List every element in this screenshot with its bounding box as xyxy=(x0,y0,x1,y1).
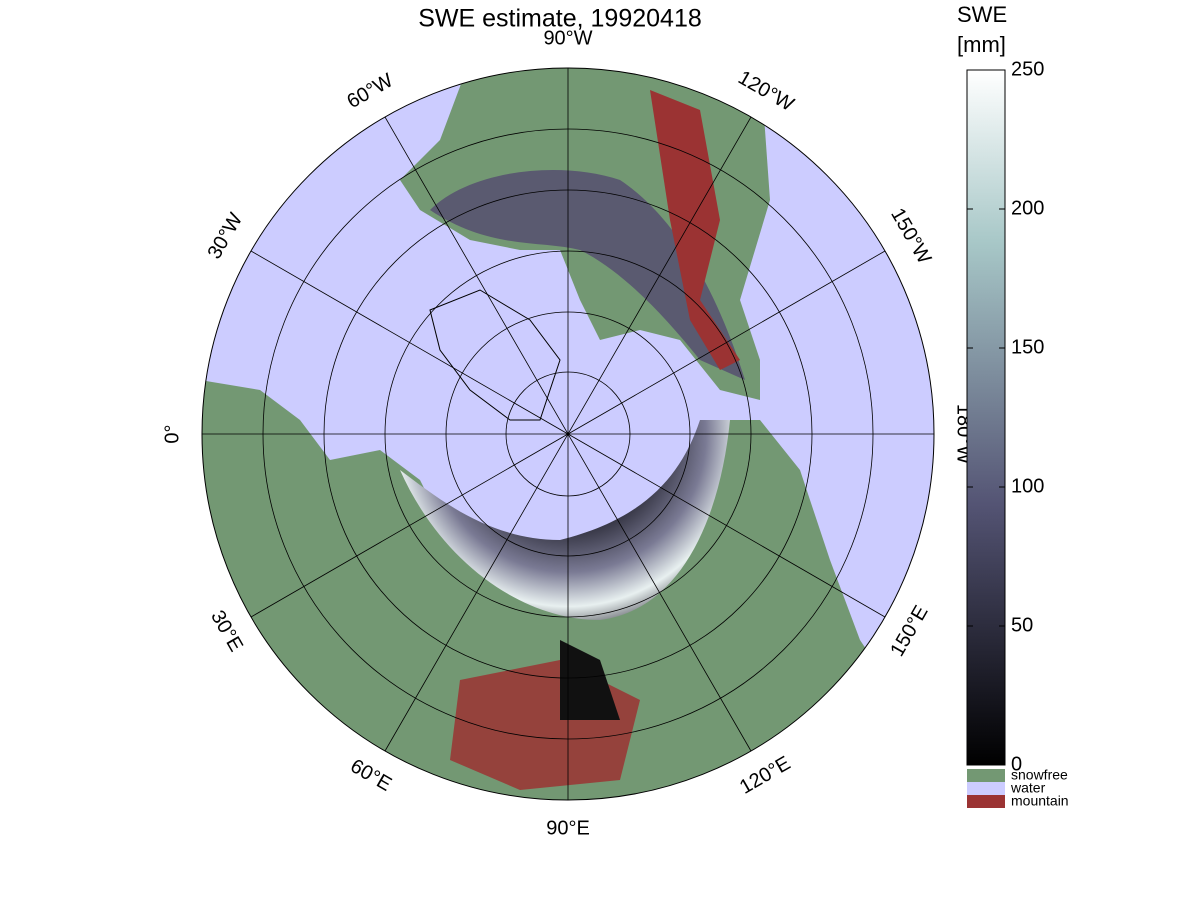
snow-eurasia xyxy=(400,420,730,620)
longitude-label: 150°W xyxy=(886,205,935,268)
colorbar xyxy=(966,69,1006,766)
longitude-label: 90°E xyxy=(546,817,590,839)
colorbar-tick-label: 50 xyxy=(1011,614,1033,636)
longitude-label: 120°E xyxy=(736,752,794,798)
title: SWE estimate, 19920418 xyxy=(418,5,702,33)
colorbar-axis: 0 50 100 150 200 250 xyxy=(967,58,1044,775)
legend-swatch xyxy=(967,769,1005,782)
longitude-label: 120°W xyxy=(734,67,797,116)
colorbar-title: SWE xyxy=(957,2,1007,27)
graticule xyxy=(202,68,934,800)
legend-label: water xyxy=(1010,780,1046,796)
colorbar-tick-label: 100 xyxy=(1011,475,1044,497)
colorbar-unit: [mm] xyxy=(957,32,1006,57)
snow-north-america xyxy=(430,170,745,380)
legend-swatch xyxy=(967,795,1005,808)
colorbar-tick-label: 200 xyxy=(1011,197,1044,219)
legend-swatch xyxy=(967,782,1005,795)
colorbar-tick-label: 0 xyxy=(1011,753,1022,775)
colorbar-tick-label: 150 xyxy=(1011,336,1044,358)
legend-label: mountain xyxy=(1011,793,1069,809)
longitude-label: 150°E xyxy=(886,602,932,660)
legend-label: snowfree xyxy=(1011,767,1068,783)
longitude-label: 30°W xyxy=(203,209,247,263)
longitude-label: 0° xyxy=(161,424,183,443)
map xyxy=(202,68,934,800)
longitude-label: 30°E xyxy=(206,607,247,656)
map-border xyxy=(201,67,935,801)
colorbar-tick-label: 250 xyxy=(1011,58,1044,80)
longitude-label: 60°W xyxy=(343,69,397,113)
longitude-label: 60°E xyxy=(346,755,395,796)
longitude-label: 90°W xyxy=(543,27,592,49)
rockies xyxy=(650,90,740,370)
snow-free-dark xyxy=(560,640,620,720)
